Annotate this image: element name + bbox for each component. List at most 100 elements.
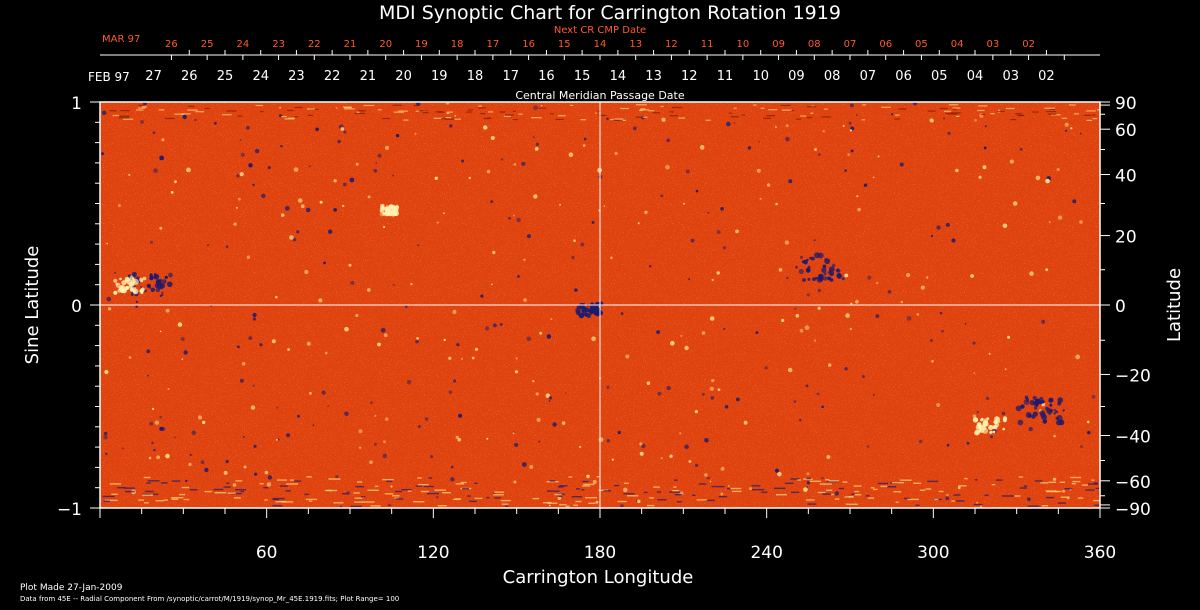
active-region-speckle <box>985 422 989 427</box>
field-speckle <box>103 431 108 436</box>
field-speckle <box>817 153 821 157</box>
polar-band-mark <box>234 489 247 491</box>
polar-band-mark <box>1023 485 1028 487</box>
active-region-speckle <box>148 286 152 289</box>
field-speckle <box>383 333 388 338</box>
field-speckle <box>972 341 976 345</box>
field-speckle <box>238 197 241 201</box>
field-speckle <box>343 182 347 187</box>
active-region-speckle <box>829 271 835 277</box>
field-speckle <box>863 183 868 187</box>
field-speckle <box>380 327 386 333</box>
polar-band-mark <box>204 107 210 110</box>
field-speckle <box>153 168 158 173</box>
polar-band-mark <box>596 476 600 478</box>
field-speckle <box>974 119 977 122</box>
polar-band-mark <box>420 490 429 493</box>
polar-band-mark <box>635 104 647 106</box>
polar-band-mark <box>493 494 504 496</box>
active-region-speckle <box>1033 406 1038 410</box>
active-region-speckle <box>798 268 804 275</box>
polar-band-mark <box>467 495 471 497</box>
field-speckle <box>688 460 692 463</box>
field-speckle <box>1012 201 1018 206</box>
active-region-speckle <box>1049 409 1054 413</box>
field-speckle <box>943 117 945 120</box>
field-speckle <box>1004 368 1007 371</box>
polar-band-mark <box>945 112 950 115</box>
polar-band-mark <box>774 487 786 489</box>
field-speckle <box>606 117 609 121</box>
polar-band-mark <box>255 104 263 107</box>
polar-band-mark <box>809 480 822 482</box>
polar-band-mark <box>944 110 952 112</box>
field-speckle <box>152 131 156 135</box>
active-region-speckle <box>113 290 118 295</box>
field-speckle <box>533 105 538 110</box>
active-region-speckle <box>994 416 1000 422</box>
field-speckle <box>685 169 690 174</box>
active-region-speckle <box>818 273 824 280</box>
active-region-speckle <box>980 418 984 422</box>
polar-band-mark <box>760 107 765 109</box>
field-speckle <box>817 306 821 310</box>
field-speckle <box>170 191 174 194</box>
field-speckle <box>140 120 144 124</box>
polar-band-mark <box>103 500 110 502</box>
polar-band-mark <box>294 116 298 118</box>
field-speckle <box>806 472 810 476</box>
field-speckle <box>603 205 606 208</box>
polar-band-mark <box>822 493 832 495</box>
field-speckle <box>366 288 371 292</box>
field-speckle <box>804 325 810 331</box>
field-speckle <box>571 255 575 260</box>
field-speckle <box>526 234 532 239</box>
field-speckle <box>149 421 154 426</box>
polar-band-mark <box>571 496 583 498</box>
polar-band-mark <box>1045 496 1055 499</box>
field-speckle <box>449 124 453 128</box>
next-axis-label: Next CR CMP Date <box>554 25 646 36</box>
field-speckle <box>167 388 170 390</box>
field-speckle <box>1065 129 1068 132</box>
field-speckle <box>1048 221 1051 224</box>
field-speckle <box>370 401 373 405</box>
active-region-speckle <box>395 204 399 208</box>
field-speckle <box>414 132 417 135</box>
field-speckle <box>546 334 552 339</box>
next-date-label: 26 <box>165 39 178 50</box>
active-region-speckle <box>1042 419 1048 424</box>
field-speckle <box>382 453 387 459</box>
polar-band-mark <box>413 104 419 107</box>
field-speckle <box>253 444 257 448</box>
y-right-tick-label: −20 <box>1115 366 1151 386</box>
next-date-label: 11 <box>701 39 714 50</box>
active-region-speckle <box>132 288 139 295</box>
field-speckle <box>241 361 246 366</box>
polar-band-mark <box>828 480 840 482</box>
field-speckle <box>972 414 977 419</box>
field-speckle <box>578 445 582 449</box>
field-speckle <box>128 356 132 359</box>
polar-band-mark <box>435 111 443 113</box>
polar-band-mark <box>189 489 198 491</box>
field-speckle <box>1001 411 1006 416</box>
field-speckle <box>817 288 821 293</box>
field-speckle <box>499 323 503 326</box>
active-region-speckle <box>132 277 135 281</box>
polar-band-mark <box>287 117 295 119</box>
polar-band-mark <box>718 496 728 498</box>
polar-band-mark <box>614 118 624 120</box>
polar-band-mark <box>195 111 204 113</box>
field-speckle <box>236 174 240 178</box>
polar-band-mark <box>442 492 451 494</box>
polar-band-mark <box>307 114 313 116</box>
active-region-speckle <box>1032 411 1038 417</box>
polar-band-mark <box>341 493 347 495</box>
polar-band-mark <box>1048 481 1057 483</box>
polar-band-mark <box>1071 483 1076 485</box>
field-speckle <box>161 138 165 142</box>
field-speckle <box>586 474 590 479</box>
field-speckle <box>946 443 950 447</box>
active-region-speckle <box>803 259 808 265</box>
